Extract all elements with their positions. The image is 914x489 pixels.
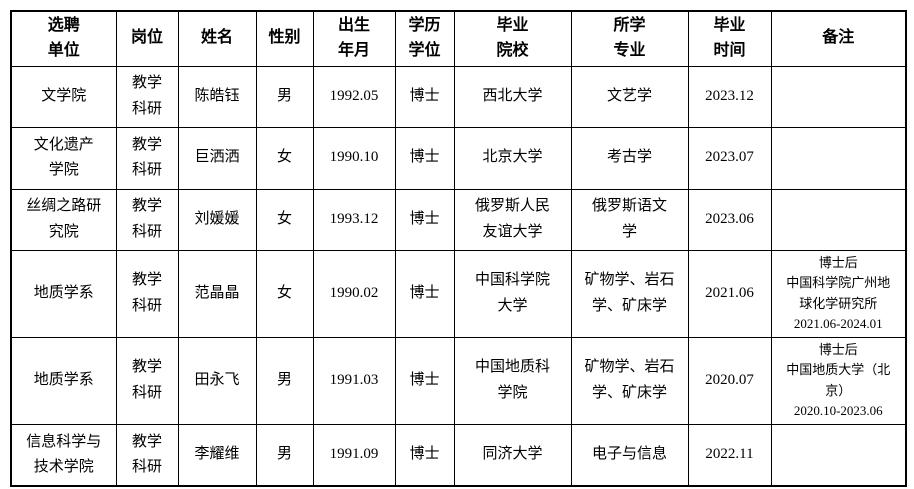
cell-post: 教学 科研	[115, 188, 179, 251]
cell-name: 李耀维	[177, 423, 257, 487]
cell-school: 中国地质科 学院	[453, 336, 572, 425]
cell-post: 教学 科研	[115, 126, 179, 190]
cell-unit: 文学院	[10, 65, 117, 128]
cell-unit: 文化遗产 学院	[10, 126, 117, 190]
col-header-birth: 出生 年月	[312, 10, 396, 67]
cell-name: 范晶晶	[177, 249, 257, 338]
cell-gender: 女	[255, 249, 314, 338]
col-header-degree: 学历 学位	[394, 10, 455, 67]
cell-degree: 博士	[394, 249, 455, 338]
col-header-post: 岗位	[115, 10, 179, 67]
table-row: 丝绸之路研 究院 教学 科研 刘媛媛 女 1993.12 博士 俄罗斯人民 友谊…	[10, 188, 907, 251]
cell-unit: 地质学系	[10, 336, 117, 425]
cell-post: 教学 科研	[115, 65, 179, 128]
cell-post: 教学 科研	[115, 249, 179, 338]
cell-remark: 博士后 中国地质大学（北 京） 2020.10-2023.06	[770, 336, 907, 425]
cell-gender: 女	[255, 188, 314, 251]
cell-degree: 博士	[394, 126, 455, 190]
cell-major: 俄罗斯语文 学	[570, 188, 689, 251]
col-header-grad-time: 毕业 时间	[687, 10, 772, 67]
col-header-major: 所学 专业	[570, 10, 689, 67]
table-row: 文学院 教学 科研 陈皓钰 男 1992.05 博士 西北大学 文艺学 2023…	[10, 65, 907, 128]
cell-degree: 博士	[394, 188, 455, 251]
col-header-gender: 性别	[255, 10, 314, 67]
col-header-unit: 选聘 单位	[10, 10, 117, 67]
table-row: 文化遗产 学院 教学 科研 巨洒洒 女 1990.10 博士 北京大学 考古学 …	[10, 126, 907, 190]
cell-degree: 博士	[394, 336, 455, 425]
cell-remark	[770, 188, 907, 251]
cell-major: 考古学	[570, 126, 689, 190]
table-row: 地质学系 教学 科研 范晶晶 女 1990.02 博士 中国科学院 大学 矿物学…	[10, 249, 907, 338]
cell-remark	[770, 126, 907, 190]
cell-birth: 1990.02	[312, 249, 396, 338]
cell-remark	[770, 423, 907, 487]
cell-remark: 博士后 中国科学院广州地 球化学研究所 2021.06-2024.01	[770, 249, 907, 338]
cell-birth: 1992.05	[312, 65, 396, 128]
cell-school: 俄罗斯人民 友谊大学	[453, 188, 572, 251]
cell-major: 电子与信息	[570, 423, 689, 487]
cell-grad-time: 2023.06	[687, 188, 772, 251]
cell-post: 教学 科研	[115, 336, 179, 425]
cell-name: 陈皓钰	[177, 65, 257, 128]
col-header-school: 毕业 院校	[453, 10, 572, 67]
cell-degree: 博士	[394, 423, 455, 487]
cell-major: 矿物学、岩石 学、矿床学	[570, 249, 689, 338]
col-header-remark: 备注	[770, 10, 907, 67]
cell-grad-time: 2021.06	[687, 249, 772, 338]
cell-degree: 博士	[394, 65, 455, 128]
cell-school: 中国科学院 大学	[453, 249, 572, 338]
col-header-name: 姓名	[177, 10, 257, 67]
cell-school: 同济大学	[453, 423, 572, 487]
cell-birth: 1993.12	[312, 188, 396, 251]
recruitment-roster-table: 选聘 单位 岗位 姓名 性别 出生 年月 学历 学位 毕业 院校 所学 专业 毕…	[10, 10, 907, 488]
cell-grad-time: 2020.07	[687, 336, 772, 425]
cell-birth: 1991.09	[312, 423, 396, 487]
cell-school: 西北大学	[453, 65, 572, 128]
cell-gender: 男	[255, 65, 314, 128]
cell-school: 北京大学	[453, 126, 572, 190]
cell-major: 文艺学	[570, 65, 689, 128]
table-row: 地质学系 教学 科研 田永飞 男 1991.03 博士 中国地质科 学院 矿物学…	[10, 336, 907, 425]
table-row: 信息科学与 技术学院 教学 科研 李耀维 男 1991.09 博士 同济大学 电…	[10, 423, 907, 487]
header-row: 选聘 单位 岗位 姓名 性别 出生 年月 学历 学位 毕业 院校 所学 专业 毕…	[10, 10, 907, 67]
cell-grad-time: 2022.11	[687, 423, 772, 487]
cell-name: 刘媛媛	[177, 188, 257, 251]
cell-unit: 信息科学与 技术学院	[10, 423, 117, 487]
cell-name: 田永飞	[177, 336, 257, 425]
cell-unit: 地质学系	[10, 249, 117, 338]
cell-name: 巨洒洒	[177, 126, 257, 190]
cell-grad-time: 2023.07	[687, 126, 772, 190]
cell-gender: 男	[255, 336, 314, 425]
cell-unit: 丝绸之路研 究院	[10, 188, 117, 251]
cell-post: 教学 科研	[115, 423, 179, 487]
cell-gender: 男	[255, 423, 314, 487]
cell-gender: 女	[255, 126, 314, 190]
cell-remark	[770, 65, 907, 128]
cell-birth: 1990.10	[312, 126, 396, 190]
cell-birth: 1991.03	[312, 336, 396, 425]
cell-grad-time: 2023.12	[687, 65, 772, 128]
cell-major: 矿物学、岩石 学、矿床学	[570, 336, 689, 425]
